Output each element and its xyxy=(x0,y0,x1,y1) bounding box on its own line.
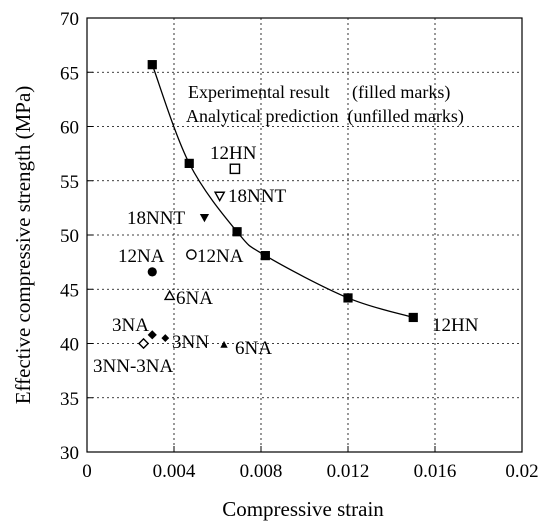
y-tick-label: 60 xyxy=(60,118,79,139)
data-point-filled-diamond-small xyxy=(161,334,170,342)
data-point-filled-square xyxy=(260,251,270,261)
y-tick-label: 30 xyxy=(60,443,79,464)
y-tick-label: 50 xyxy=(60,226,79,247)
point-label: 18NNT xyxy=(228,186,286,207)
data-point-filled-square xyxy=(184,158,194,168)
data-point-filled-square xyxy=(343,293,353,303)
curve-12hn xyxy=(147,60,418,323)
x-tick-label: 0.016 xyxy=(414,461,457,482)
y-tick-label: 40 xyxy=(60,335,79,356)
point-label: 18NNT xyxy=(127,208,185,229)
point-label: 6NA xyxy=(235,338,272,359)
x-tick-label: 0.008 xyxy=(240,461,283,482)
data-points xyxy=(137,163,241,350)
x-tick-label: 0.004 xyxy=(153,461,196,482)
x-axis-title: Compressive strain xyxy=(222,497,384,521)
point-label: 6NA xyxy=(176,288,213,309)
legend-note-analytical: Analytical prediction (unfilled marks) xyxy=(186,106,464,127)
point-label: 12NA xyxy=(118,246,165,267)
data-point-filled-square xyxy=(147,60,157,70)
y-tick-label: 70 xyxy=(60,9,79,30)
data-point-open-down-triangle xyxy=(213,191,226,202)
data-point-filled-up-triangle xyxy=(220,340,228,348)
x-tick-label: 0 xyxy=(82,461,92,482)
point-label: 3NN-3NA xyxy=(93,356,173,377)
y-tick-label: 65 xyxy=(60,63,79,84)
data-point-open-up-triangle xyxy=(163,289,176,301)
point-label: 12HN xyxy=(432,315,479,336)
data-point-filled-diamond xyxy=(147,330,157,340)
y-tick-label: 55 xyxy=(60,172,79,193)
data-point-filled-down-triangle xyxy=(199,213,210,223)
point-label: 12NA xyxy=(197,246,244,267)
grid-lines xyxy=(87,18,522,452)
data-point-open-diamond xyxy=(137,337,150,350)
legend-note-experimental: Experimental result (filled marks) xyxy=(188,82,450,103)
x-tick-label: 0.02 xyxy=(505,461,538,482)
x-tick-label: 0.012 xyxy=(327,461,370,482)
y-tick-label: 45 xyxy=(60,280,79,301)
point-label: 12HN xyxy=(210,143,257,164)
axis-ticks: 0 0.004 0.008 0.012 0.016 0.02 30 35 40 45 50 55 60 6… xyxy=(60,9,539,482)
point-label: 3NN xyxy=(172,332,209,353)
data-point-filled-square xyxy=(232,227,242,237)
data-point-filled-circle xyxy=(147,267,157,277)
point-label: 3NA xyxy=(112,315,149,336)
point-labels: 12HN 12HN 18NNT 18NNT 12NA 12NA 6NA 3NA 3NN 6NA 3N… xyxy=(93,143,479,377)
data-point-filled-square xyxy=(408,312,418,323)
y-axis-title: Effective compressive strength (MPa) xyxy=(11,86,35,405)
data-point-open-circle xyxy=(186,249,197,260)
data-point-open-square xyxy=(229,163,241,175)
y-tick-label: 35 xyxy=(60,389,79,410)
